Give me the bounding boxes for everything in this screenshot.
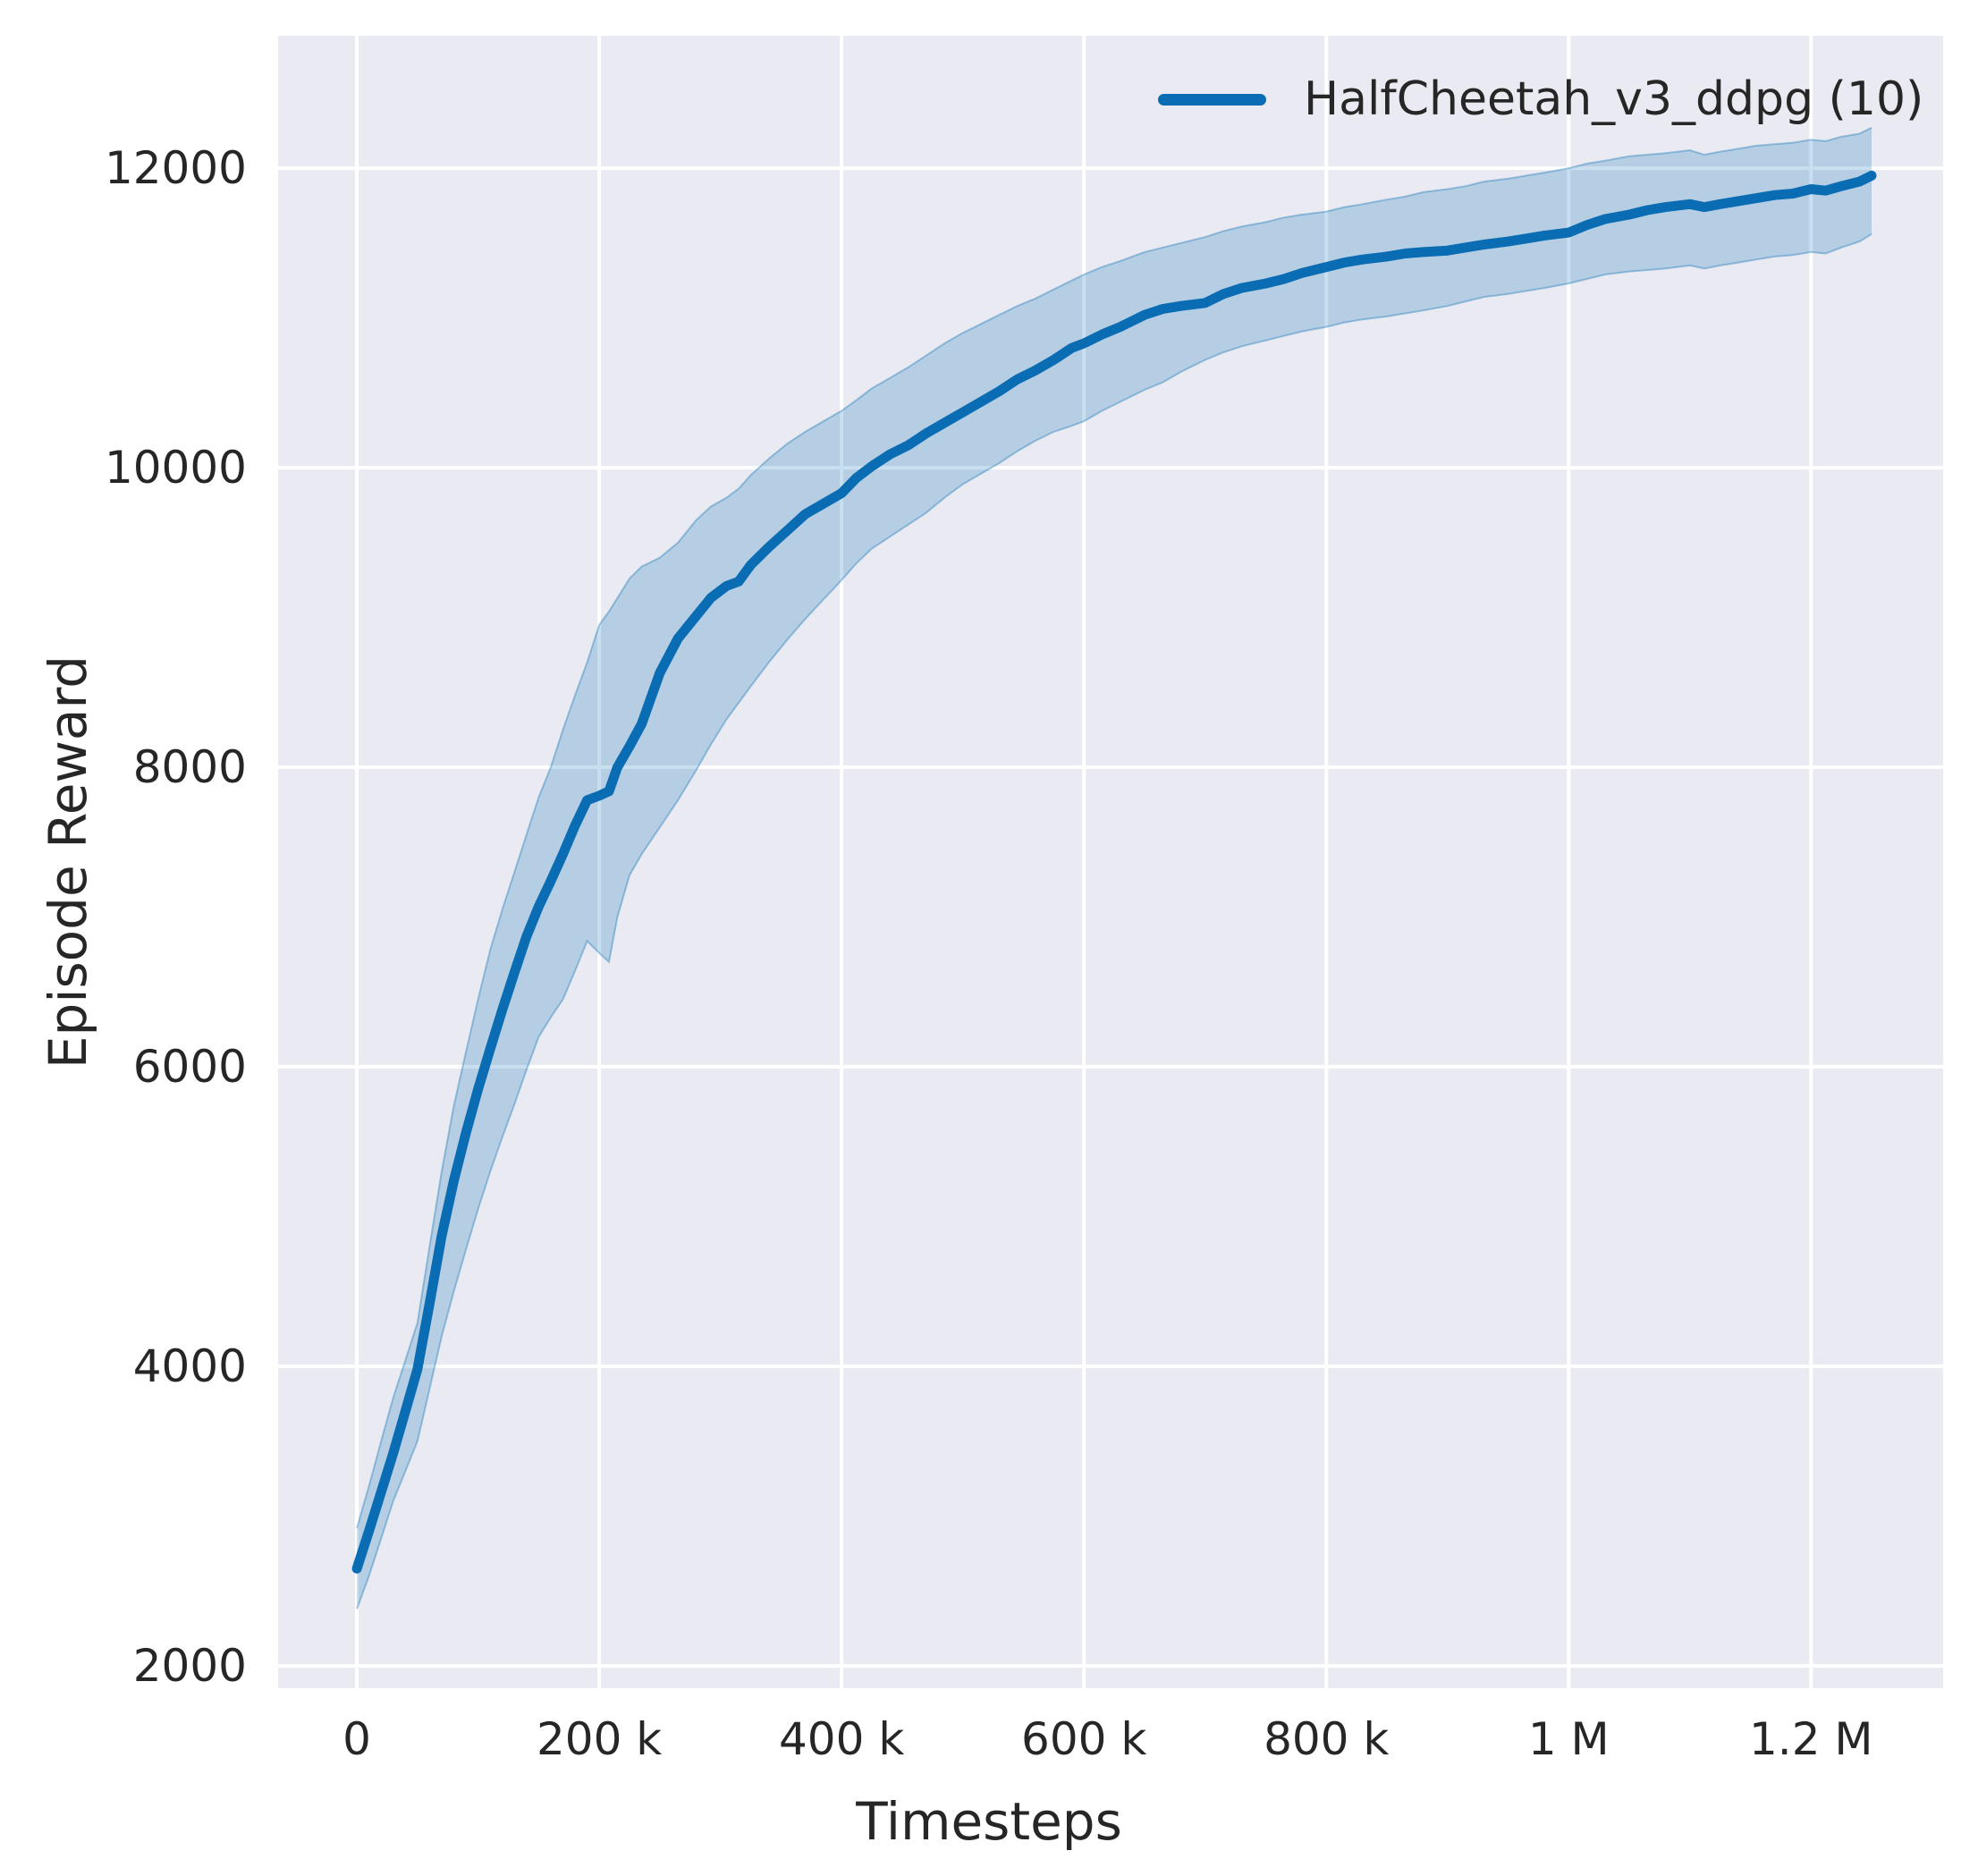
legend: HalfCheetah_v3_ddpg (10) — [1158, 74, 1923, 124]
confidence-band-lower-edge — [356, 232, 1872, 1610]
x-tick-label: 400 k — [779, 1713, 904, 1765]
legend-label: HalfCheetah_v3_ddpg (10) — [1304, 72, 1924, 126]
x-tick-label: 600 k — [1021, 1713, 1146, 1765]
x-tick-label: 200 k — [537, 1713, 662, 1765]
legend-line-swatch — [1158, 93, 1266, 106]
y-tick-label: 12000 — [105, 142, 247, 194]
x-tick-label: 1 M — [1528, 1713, 1610, 1765]
x-axis-label: Timesteps — [856, 1791, 1122, 1852]
y-tick-label: 8000 — [133, 741, 247, 793]
x-tick-label: 0 — [342, 1713, 371, 1765]
mean-reward-line — [351, 170, 1877, 1574]
y-tick-label: 10000 — [105, 442, 247, 494]
y-tick-label: 2000 — [133, 1640, 247, 1692]
y-axis-label: Episode Reward — [38, 655, 98, 1069]
x-tick-label: 800 k — [1264, 1713, 1389, 1765]
confidence-band — [357, 127, 1872, 1610]
y-tick-label: 4000 — [133, 1340, 247, 1392]
y-tick-label: 6000 — [133, 1041, 247, 1093]
x-tick-label: 1.2 M — [1749, 1713, 1873, 1765]
confidence-band-upper-edge — [356, 126, 1872, 1529]
